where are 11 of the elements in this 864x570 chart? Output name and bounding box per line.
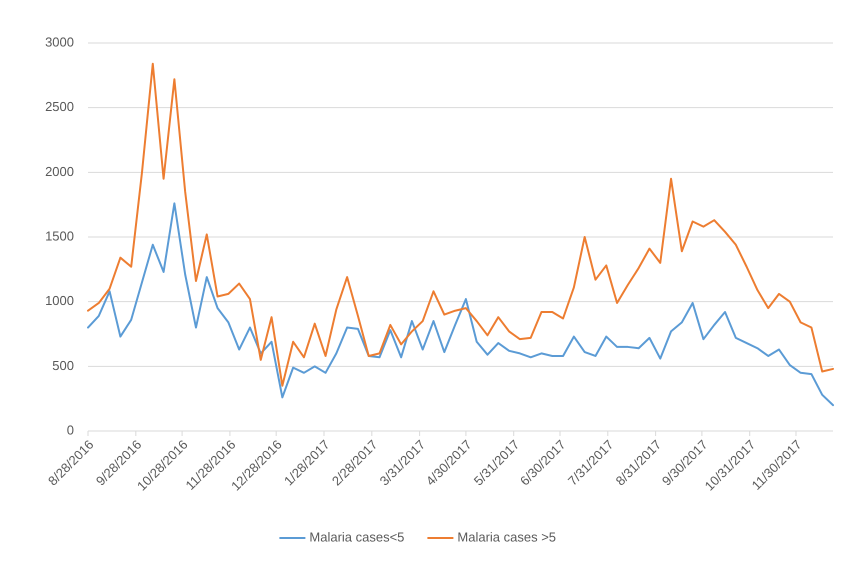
y-tick-label: 3000 [45,34,74,50]
y-tick-label: 0 [66,422,74,438]
y-tick-label: 2000 [45,164,74,179]
line-series [87,62,834,387]
y-tick-label: 500 [52,358,74,373]
y-tick-label: 2500 [45,99,74,114]
y-tick-label: 1000 [45,293,74,308]
line-series [87,202,834,406]
legend-label: Malaria cases<5 [309,529,404,544]
legend-label: Malaria cases >5 [457,529,556,544]
y-tick-label: 1500 [45,228,74,244]
